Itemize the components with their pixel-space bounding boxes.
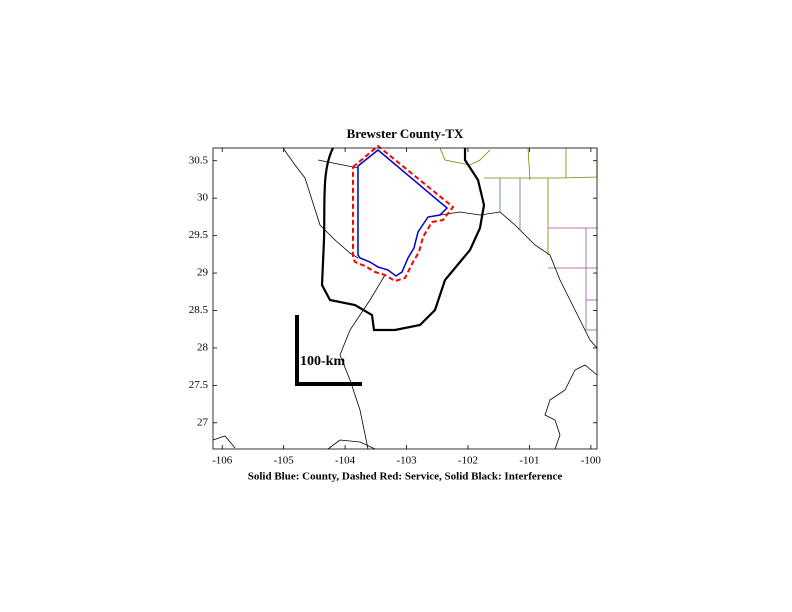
border-line xyxy=(212,159,598,450)
x-tick-label: -100 xyxy=(581,455,602,467)
chart-title: Brewster County-TX xyxy=(347,126,464,141)
state-line xyxy=(439,147,598,255)
map-lines xyxy=(212,144,598,450)
y-tick-label: 30 xyxy=(197,192,209,204)
x-tick-label: -104 xyxy=(335,455,356,467)
service-contour xyxy=(352,144,455,283)
y-tick-label: 27 xyxy=(197,416,209,428)
x-tick-label: -106 xyxy=(212,455,233,467)
scale-label: 100-km xyxy=(300,354,345,369)
y-tick-label: 27.5 xyxy=(189,379,209,391)
y-tick-label: 28.5 xyxy=(189,304,209,316)
y-tick-label: 29 xyxy=(197,267,209,279)
plot-frame xyxy=(212,147,598,450)
y-tick-label: 29.5 xyxy=(189,229,209,241)
county-line xyxy=(499,178,521,230)
x-axis-label: Solid Blue: County, Dashed Red: Service,… xyxy=(248,471,563,483)
y-tick-label: 28 xyxy=(197,341,209,353)
x-tick-label: -102 xyxy=(458,455,478,467)
county-line xyxy=(548,227,597,331)
x-tick-label: -105 xyxy=(274,455,295,467)
interference-contour xyxy=(320,147,486,332)
y-tick-label: 30.5 xyxy=(189,154,209,166)
county-boundary xyxy=(357,149,449,277)
x-tick-label: -103 xyxy=(396,455,417,467)
border-line xyxy=(282,147,598,349)
scale-bar xyxy=(295,315,362,386)
x-tick-label: -101 xyxy=(519,455,539,467)
